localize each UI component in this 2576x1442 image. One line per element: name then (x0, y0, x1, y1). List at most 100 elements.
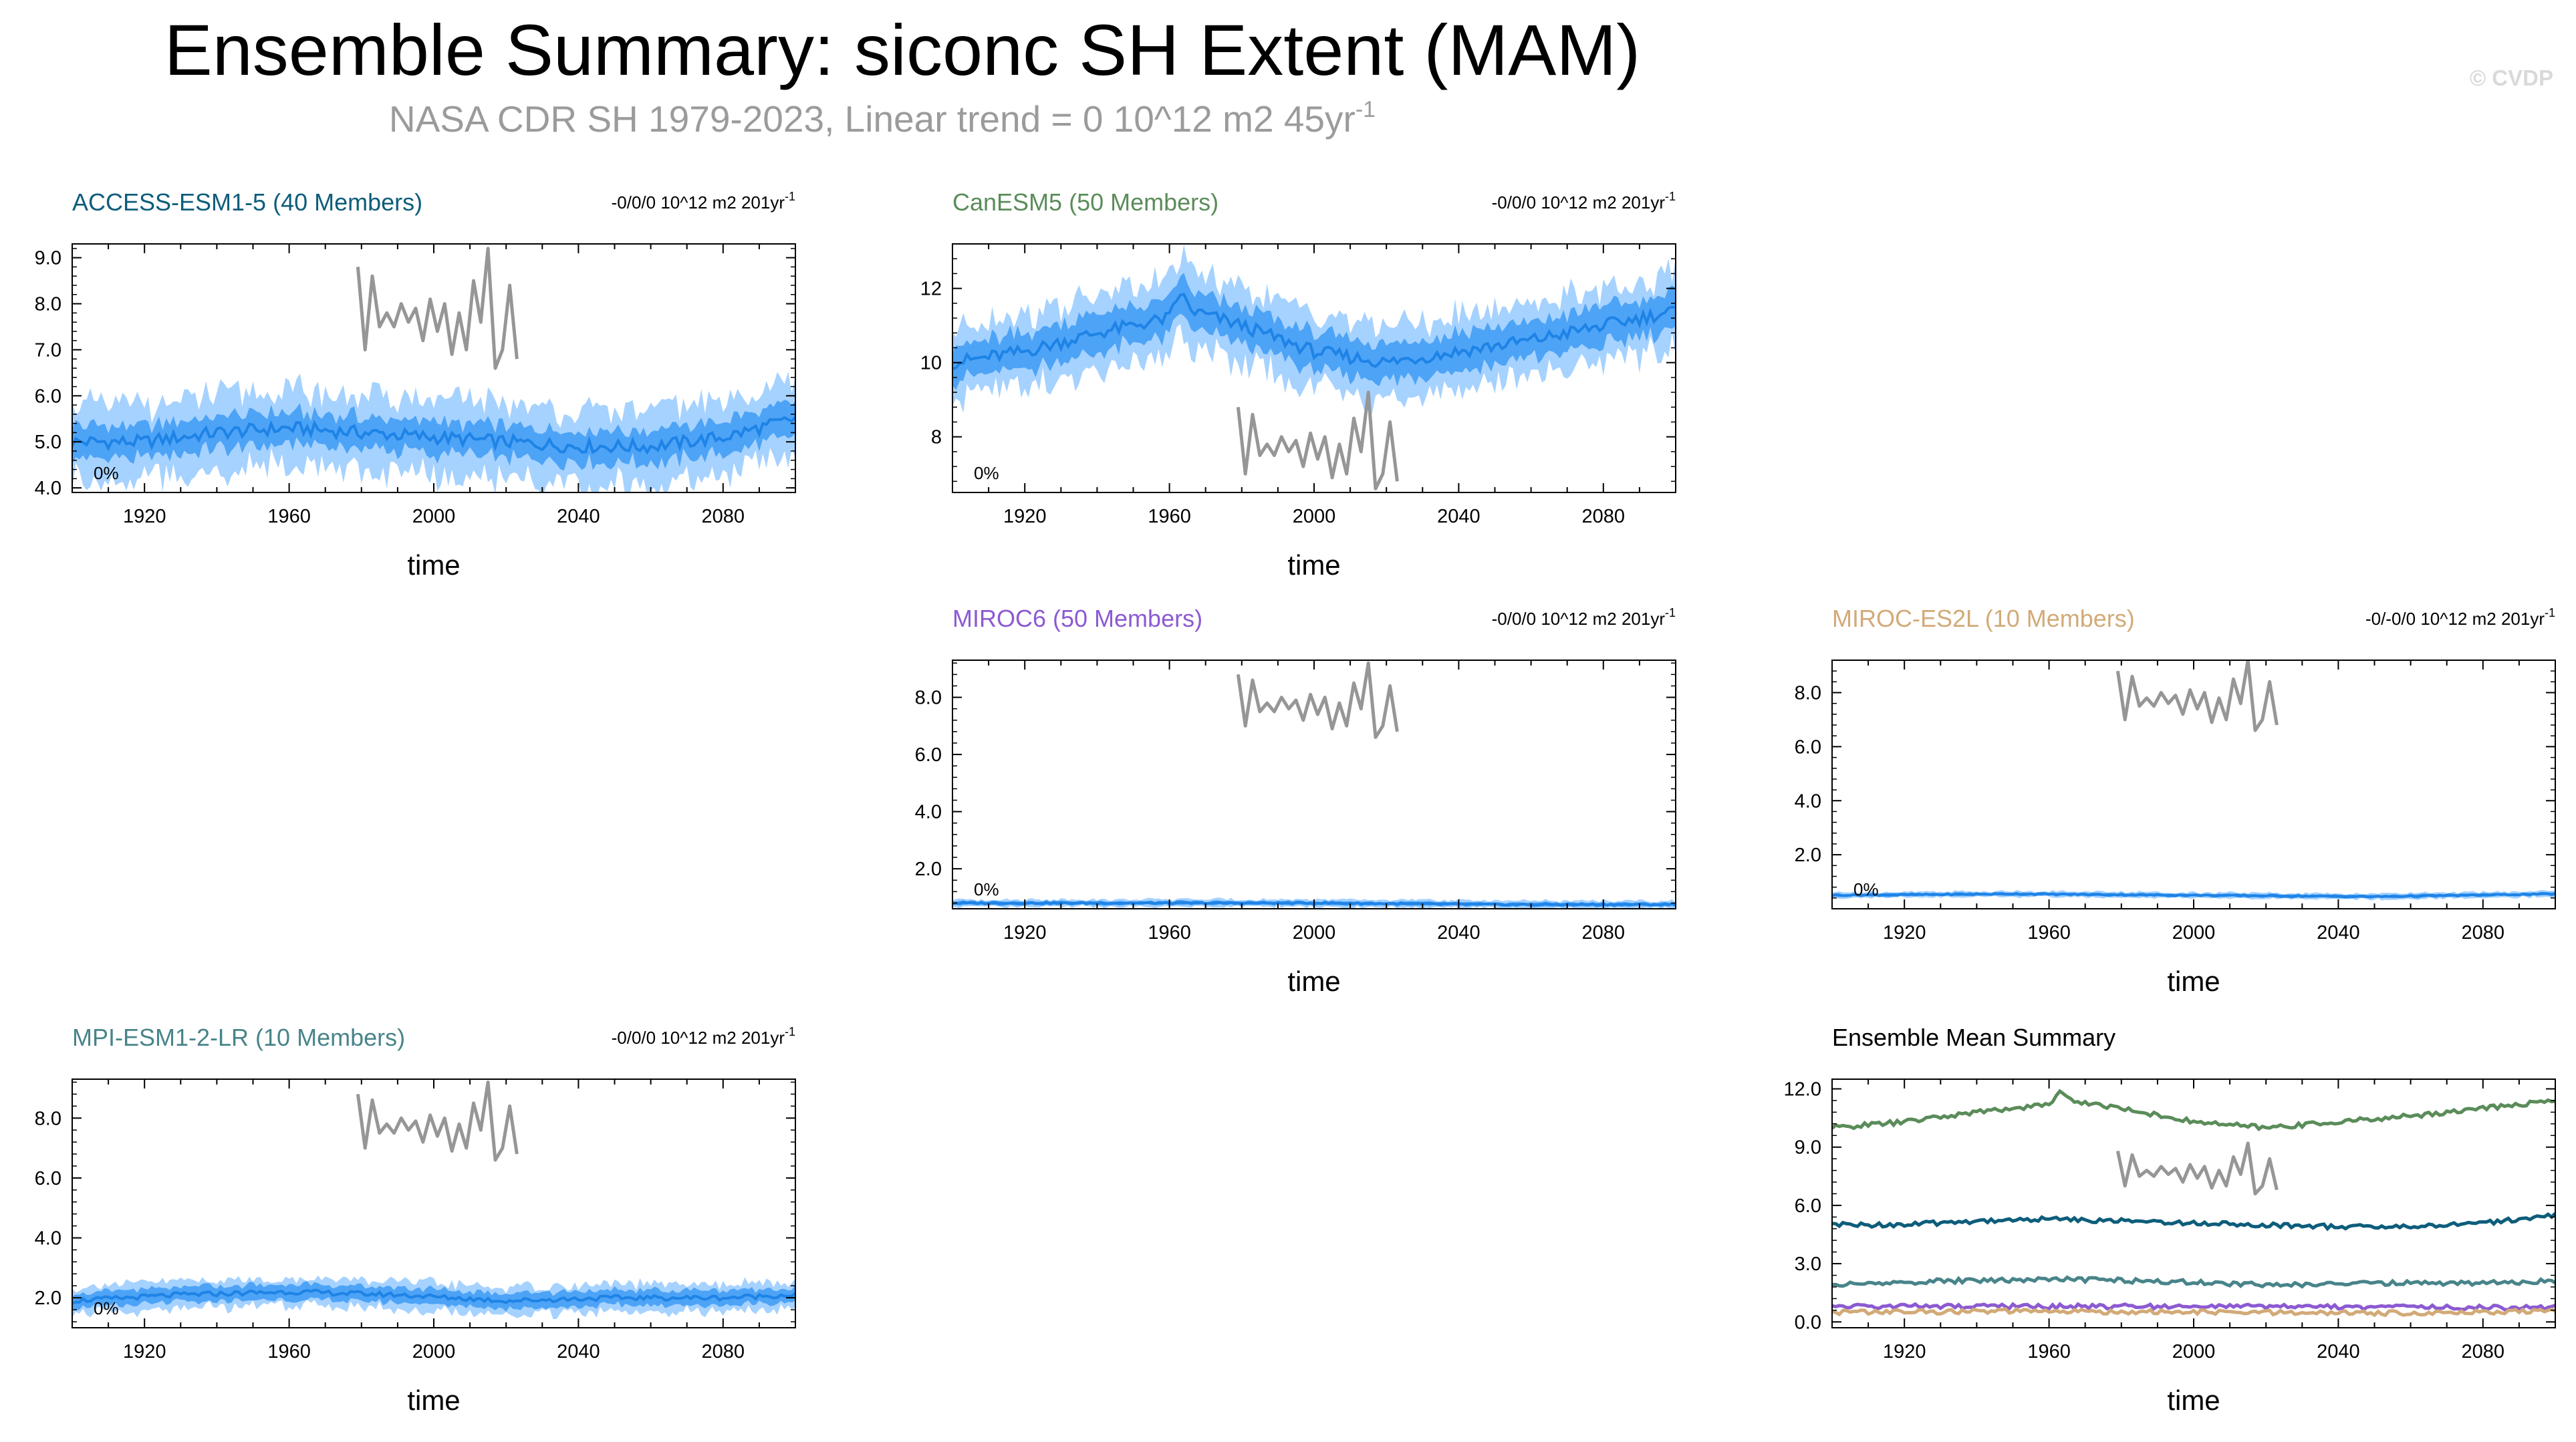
trend-label: -0/-0/0 10^12 m2 201yr-1 (2365, 606, 2555, 629)
figure-title: Ensemble Summary: siconc SH Extent (MAM) (164, 9, 1641, 90)
observation-line (1236, 390, 1399, 490)
panel-title: Ensemble Mean Summary (1832, 1024, 2115, 1051)
x-tick-label: 2000 (412, 506, 456, 527)
figure-subtitle-superscript: -1 (1356, 97, 1376, 122)
percent-label: 0% (94, 463, 119, 483)
y-tick-label: 6.0 (915, 744, 942, 766)
x-tick-label: 2080 (702, 1341, 745, 1362)
x-tick-label: 1920 (1883, 1341, 1926, 1362)
ensemble-mean-line (72, 1288, 795, 1304)
y-tick-label: 6.0 (35, 1168, 61, 1189)
panel-canesm: CanESM5 (50 Members) -0/0/0 10^12 m2 201y… (920, 188, 1676, 581)
observation-line (356, 1080, 519, 1162)
y-tick-label: 6.0 (1795, 736, 1821, 758)
trend-label-text: -0/-0/0 10^12 m2 201yr (2365, 609, 2545, 629)
figure-subtitle-text: NASA CDR SH 1979-2023, Linear trend = 0 … (389, 98, 1356, 140)
y-tick-label: 7.0 (35, 339, 61, 361)
x-tick-label: 2040 (1437, 506, 1480, 527)
x-axis-title: time (1287, 549, 1340, 581)
trend-label-superscript: -1 (1665, 190, 1676, 203)
y-tick-label: 6.0 (1795, 1195, 1821, 1217)
x-tick-label: 2000 (1293, 922, 1336, 944)
x-tick-label: 1920 (123, 1341, 166, 1362)
x-tick-label: 1920 (1883, 922, 1926, 944)
percent-label: 0% (94, 1298, 119, 1318)
x-tick-label: 1960 (1148, 506, 1191, 527)
cvdp-watermark: © CVDP (2470, 65, 2553, 90)
panel-title: MIROC6 (50 Members) (952, 605, 1202, 632)
y-tick-label: 8 (931, 427, 942, 448)
y-tick-label: 12 (920, 279, 942, 300)
y-tick-label: 5.0 (35, 432, 61, 453)
trend-label: -0/0/0 10^12 m2 201yr-1 (1492, 606, 1676, 629)
percent-label: 0% (974, 879, 999, 899)
panel-miroc6: MIROC6 (50 Members) -0/0/0 10^12 m2 201yr… (915, 605, 1676, 997)
trend-label: -0/0/0 10^12 m2 201yr-1 (1492, 190, 1676, 212)
y-tick-label: 2.0 (915, 859, 942, 880)
trend-label-superscript: -1 (785, 1025, 795, 1038)
x-tick-label: 2080 (2462, 922, 2505, 944)
x-tick-label: 2040 (2317, 922, 2360, 944)
trend-label-text: -0/0/0 10^12 m2 201yr (1492, 609, 1666, 629)
plot-area (1832, 660, 2555, 901)
observation-line (356, 247, 519, 370)
y-tick-label: 4.0 (35, 478, 61, 499)
y-tick-label: 8.0 (915, 688, 942, 709)
trend-label-text: -0/0/0 10^12 m2 201yr (612, 192, 785, 212)
summary-line-miroc-es2l (1832, 1306, 2555, 1318)
ensemble-mean-line (952, 293, 1676, 371)
summary-line-access-esm1-5 (1832, 1212, 2555, 1232)
x-tick-label: 2080 (1582, 922, 1626, 944)
summary-line-miroc6 (1832, 1302, 2555, 1312)
x-tick-label: 2040 (2317, 1341, 2360, 1362)
trend-label-superscript: -1 (2545, 606, 2555, 619)
x-tick-label: 1960 (2027, 922, 2071, 944)
panel-title: CanESM5 (50 Members) (952, 188, 1218, 216)
x-tick-label: 1920 (1003, 506, 1047, 527)
x-tick-label: 1920 (123, 506, 166, 527)
observation-line (2115, 660, 2279, 732)
summary-line-canesm5 (1832, 1089, 2555, 1132)
x-tick-label: 1960 (267, 1341, 311, 1362)
x-axis-title: time (1287, 966, 1340, 997)
trend-label-superscript: -1 (785, 190, 795, 203)
x-tick-label: 2080 (2462, 1341, 2505, 1362)
percent-label: 0% (1853, 879, 1879, 899)
ensemble-mean-line (1832, 892, 2555, 899)
plot-area (1832, 1089, 2555, 1318)
x-tick-label: 2080 (702, 506, 745, 527)
y-tick-label: 2.0 (1795, 845, 1821, 866)
plot-area (72, 247, 795, 492)
ensemble-mean-line (72, 416, 795, 455)
trend-label-text: -0/0/0 10^12 m2 201yr (612, 1028, 785, 1048)
plot-area (952, 661, 1676, 909)
x-tick-label: 2040 (1437, 922, 1480, 944)
trend-label-superscript: -1 (1665, 606, 1676, 619)
x-axis-title: time (407, 1385, 460, 1416)
plot-area (952, 244, 1676, 490)
y-tick-label: 9.0 (1795, 1137, 1821, 1159)
ensemble-spread-band-inner (952, 273, 1676, 390)
panel-mpi: MPI-ESM1-2-LR (10 Members) -0/0/0 10^12 m… (35, 1024, 796, 1416)
panel-summary: Ensemble Mean Summary 1920 1960 2000 2040 208… (1784, 1024, 2556, 1416)
ensemble-spread-band-outer (952, 244, 1676, 415)
observation-line (1236, 661, 1399, 739)
y-tick-label: 9.0 (35, 248, 61, 269)
y-tick-label: 6.0 (35, 386, 61, 407)
x-tick-label: 2000 (1293, 506, 1336, 527)
x-tick-label: 2000 (2172, 922, 2216, 944)
panel-access: ACCESS-ESM1-5 (40 Members) -0/0/0 10^12 m… (35, 188, 796, 581)
observation-line (2115, 1141, 2279, 1195)
x-tick-label: 1960 (2027, 1341, 2071, 1362)
panel-title: MPI-ESM1-2-LR (10 Members) (72, 1024, 405, 1051)
panel-title: MIROC-ES2L (10 Members) (1832, 605, 2135, 632)
panels-container: ACCESS-ESM1-5 (40 Members) -0/0/0 10^12 m… (35, 188, 2556, 1416)
y-tick-label: 3.0 (1795, 1254, 1821, 1275)
x-tick-label: 2040 (557, 506, 600, 527)
y-tick-label: 2.0 (35, 1288, 61, 1309)
trend-label-text: -0/0/0 10^12 m2 201yr (1492, 192, 1666, 212)
x-tick-label: 2000 (412, 1341, 456, 1362)
percent-label: 0% (974, 463, 999, 483)
y-tick-label: 8.0 (35, 1108, 61, 1129)
